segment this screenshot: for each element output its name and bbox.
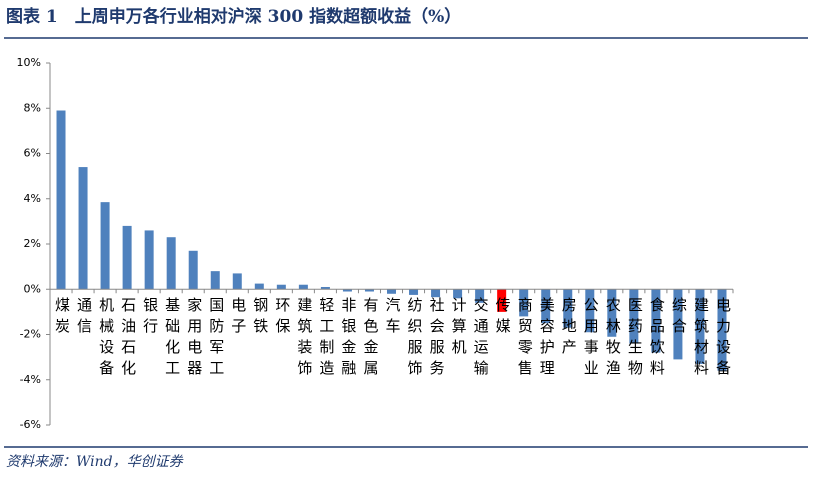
y-tick-label: -2% [20, 328, 41, 341]
y-tick-label: 2% [24, 237, 41, 250]
x-tick-label: 机械设备 [97, 297, 115, 381]
bar [453, 289, 463, 299]
x-tick-label: 交通运输 [472, 296, 490, 381]
bar [254, 283, 264, 290]
bar [541, 289, 551, 324]
x-tick-label: 电子 [229, 297, 247, 339]
x-tick-label: 食品饮料 [648, 297, 666, 381]
bar [166, 237, 176, 290]
x-tick-label: 煤炭 [53, 297, 71, 339]
bar [364, 289, 374, 292]
bar [56, 110, 66, 290]
bar [629, 289, 639, 344]
bar [673, 289, 683, 360]
bar [431, 289, 441, 298]
x-tick-label: 轻工制造 [317, 297, 335, 381]
bar [651, 289, 661, 353]
y-tick-label: 4% [24, 192, 41, 205]
x-tick-label: 房地产 [560, 297, 578, 360]
x-tick-label: 银行 [141, 297, 159, 339]
bar [320, 286, 330, 290]
x-tick-label: 公用事业 [582, 297, 600, 381]
bar [585, 289, 595, 333]
x-tick-label: 有色金属 [361, 297, 379, 381]
x-tick-label: 电力设备 [714, 297, 732, 381]
bar [78, 167, 88, 290]
y-tick-label: 8% [24, 101, 41, 114]
bar [188, 250, 198, 290]
bar [342, 289, 352, 292]
y-tick-label: 0% [24, 282, 41, 295]
x-tick-label: 家用电器 [185, 297, 203, 381]
bar [210, 271, 220, 290]
x-tick-label: 医药生物 [626, 297, 644, 381]
x-tick-label: 建筑材料 [692, 297, 710, 381]
bar [607, 289, 617, 337]
x-tick-label: 纺织服饰 [406, 297, 424, 381]
bar [298, 284, 308, 290]
y-tick-label: 6% [24, 147, 41, 160]
x-tick-label: 社会服务 [428, 297, 446, 381]
bar [497, 289, 507, 312]
x-tick-label: 建筑装饰 [295, 297, 313, 381]
bar [563, 289, 573, 328]
bar [122, 225, 132, 290]
y-tick-label: -4% [20, 373, 41, 386]
x-tick-label: 传媒 [494, 297, 512, 339]
bar [475, 289, 485, 303]
source: 资料来源：Wind，华创证券 [6, 454, 184, 470]
bar [519, 289, 529, 317]
x-tick-label: 综合 [670, 297, 688, 339]
x-tick-label: 汽车 [384, 297, 402, 339]
y-tick-label: 10% [17, 56, 41, 69]
x-tick-label: 基础化工 [163, 297, 181, 381]
bar [144, 230, 154, 290]
bar [387, 289, 396, 294]
x-tick-label: 钢铁 [251, 297, 269, 339]
x-tick-label: 石油石化 [119, 297, 137, 381]
bar [717, 289, 727, 371]
bar [695, 289, 705, 364]
chart-title: 图表 1 上周申万各行业相对沪深 300 指数超额收益（%） [6, 6, 461, 27]
x-tick-label: 非银金融 [339, 297, 357, 381]
x-tick-label: 美容护理 [538, 297, 556, 381]
x-tick-label: 国防军工 [207, 297, 225, 381]
y-tick-label: -6% [20, 418, 41, 431]
bar [232, 273, 242, 290]
x-tick-label: 农林牧渔 [604, 297, 622, 381]
bar [409, 289, 419, 295]
x-tick-label: 环保 [273, 297, 291, 339]
x-tick-label: 计算机 [450, 297, 468, 360]
bar [276, 284, 286, 290]
x-tick-label: 商贸零售 [516, 297, 534, 381]
bar [100, 202, 110, 290]
x-tick-label: 通信 [75, 297, 93, 339]
